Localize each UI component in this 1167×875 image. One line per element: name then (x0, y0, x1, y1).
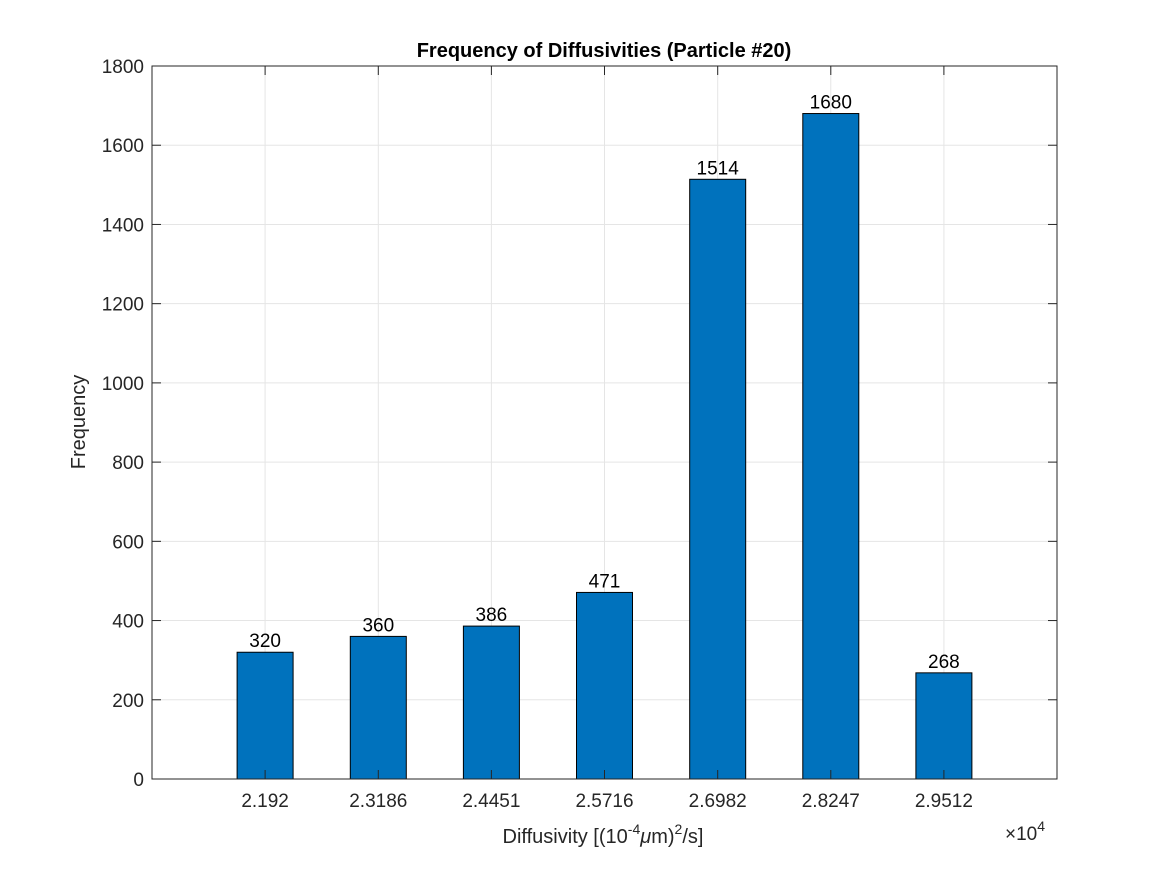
x-tick-label: 2.9512 (915, 791, 973, 812)
bar-2.4451 (462, 625, 520, 780)
y-tick-label: 1800 (102, 57, 144, 78)
y-tick-label: 600 (112, 532, 144, 553)
x-axis-label-exponent-2: 2 (675, 821, 683, 837)
x-tick-label: 2.6982 (689, 791, 747, 812)
data-label: 360 (362, 615, 394, 636)
data-labels: 320 360 386 471 1514 1680 268 (249, 93, 959, 673)
data-label: 1514 (697, 158, 740, 179)
bar-2.8247 (802, 113, 860, 780)
x-axis-exponent: ×104 (1005, 818, 1045, 845)
x-axis-label-mu: μ (639, 826, 651, 848)
x-axis-exponent-power: 4 (1037, 818, 1045, 834)
x-axis-label-exponent-1: -4 (628, 821, 641, 837)
x-tick-label: 2.5716 (575, 791, 633, 812)
bars (236, 113, 973, 780)
ticks: 0 200 400 600 800 1000 1200 1400 1600 1800 2.192 2.… (102, 57, 1057, 812)
bar-2.6982 (689, 178, 747, 780)
x-axis-label: Diffusivity [(10-4μm)2/s] (503, 821, 704, 848)
data-label: 1680 (810, 93, 852, 114)
x-axis-label-mid: m) (651, 826, 674, 848)
y-tick-label: 1000 (102, 374, 144, 395)
data-label: 471 (589, 571, 621, 592)
y-tick-label: 1400 (102, 215, 144, 236)
x-tick-label: 2.8247 (802, 791, 860, 812)
data-label: 268 (928, 652, 960, 673)
bar-2.9512 (915, 672, 973, 780)
y-tick-label: 200 (112, 691, 144, 712)
y-tick-label: 400 (112, 612, 144, 633)
bar-2.192 (236, 651, 294, 780)
x-axis-exponent-base: ×10 (1005, 824, 1037, 845)
y-tick-label: 1200 (102, 295, 144, 316)
x-tick-label: 2.4451 (462, 791, 520, 812)
y-axis-label: Frequency (68, 375, 90, 470)
chart-title: Frequency of Diffusivities (Particle #20… (417, 40, 792, 62)
y-tick-label: 1600 (102, 136, 144, 157)
y-tick-label: 0 (133, 770, 144, 791)
x-axis-label-prefix: Diffusivity [(10 (503, 826, 628, 848)
y-tick-label: 800 (112, 453, 144, 474)
bar-2.5716 (576, 591, 633, 780)
x-axis-label-suffix: /s] (682, 826, 703, 848)
x-tick-label: 2.3186 (349, 791, 407, 812)
bar-2.3186 (349, 635, 407, 780)
data-label: 320 (249, 631, 281, 652)
data-label: 386 (476, 605, 508, 626)
x-tick-label: 2.192 (241, 791, 289, 812)
